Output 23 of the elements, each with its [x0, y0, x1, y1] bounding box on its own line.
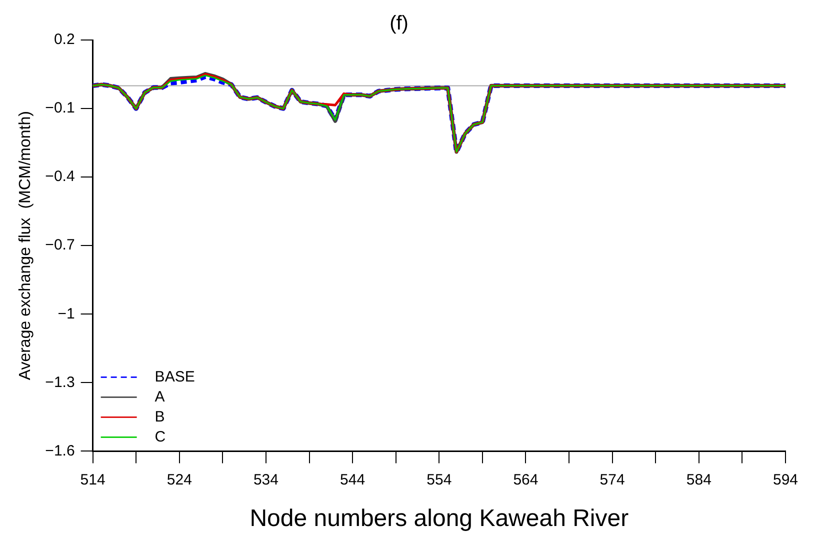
y-tick-label: −0.1 — [45, 100, 75, 117]
x-tick-label: 524 — [166, 471, 192, 488]
legend-label: B — [154, 408, 165, 426]
x-tick-label: 534 — [253, 471, 278, 488]
x-tick-label: 564 — [513, 471, 538, 488]
x-tick-label: 554 — [426, 471, 452, 488]
x-tick-label: 584 — [686, 471, 712, 488]
y-tick-label: −0.7 — [45, 236, 75, 254]
y-tick-label: −1.3 — [45, 374, 75, 391]
x-axis-title: Node numbers along Kaweah River — [250, 505, 629, 532]
y-tick-label: 0.2 — [54, 31, 75, 48]
x-tick-label: 594 — [772, 471, 798, 488]
x-tick-label: 544 — [340, 471, 366, 488]
legend-label: A — [154, 388, 165, 406]
y-axis-title: Average exchange flux (MCM/month) — [17, 111, 34, 380]
y-tick-label: −1.6 — [45, 442, 75, 460]
y-tick-label: −1 — [58, 305, 75, 322]
legend-label: BASE — [154, 368, 195, 386]
chart-title: (f) — [390, 12, 408, 35]
y-tick-label: −0.4 — [45, 168, 75, 186]
x-tick-label: 514 — [80, 471, 106, 488]
legend-label: C — [154, 428, 166, 446]
x-tick-label: 574 — [600, 471, 625, 488]
